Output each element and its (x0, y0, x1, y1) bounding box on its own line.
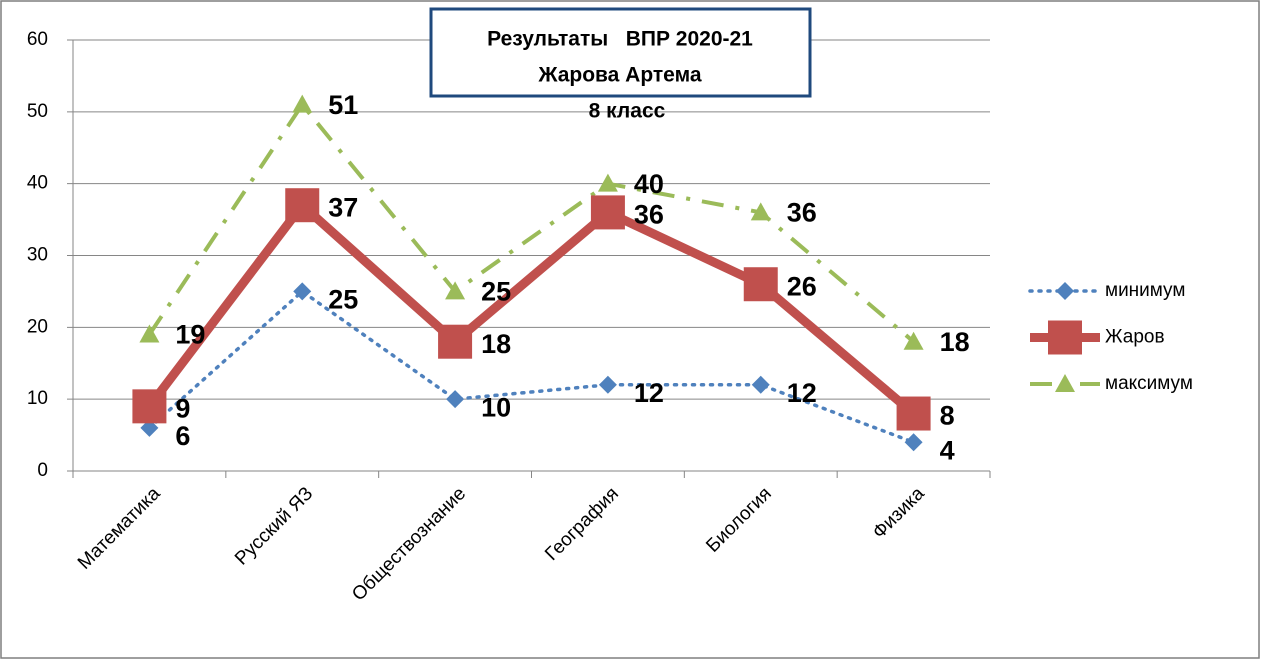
marker (1055, 374, 1075, 392)
marker (445, 281, 466, 300)
legend-label: максимум (1105, 373, 1193, 394)
marker (292, 94, 313, 113)
marker (904, 433, 923, 452)
marker (285, 188, 320, 223)
marker (1056, 282, 1074, 300)
marker (293, 282, 312, 301)
data-label: 51 (328, 90, 358, 120)
series-line (147, 102, 915, 344)
marker (597, 173, 618, 192)
chart-title: Результаты ВПР 2020-21 (487, 28, 753, 51)
marker (590, 195, 625, 230)
grid (67, 39, 991, 478)
data-label: 12 (634, 378, 664, 408)
marker (750, 202, 771, 221)
marker (751, 375, 770, 394)
marker (903, 331, 924, 350)
data-label: 25 (328, 285, 358, 315)
marker (446, 390, 465, 409)
data-label: 8 (940, 401, 955, 431)
legend-label: минимум (1105, 280, 1185, 301)
plot (132, 94, 931, 452)
y-tick-label: 40 (27, 173, 48, 194)
marker (743, 267, 778, 302)
legend-label: Жаров (1105, 327, 1165, 348)
marker (896, 396, 931, 431)
data-label: 10 (481, 392, 511, 422)
y-tick-label: 0 (37, 460, 48, 481)
marker (140, 418, 159, 437)
data-label: 40 (634, 169, 664, 199)
chart-title: Жарова Артема (537, 64, 701, 87)
y-tick-label: 20 (27, 316, 48, 337)
data-label: 18 (481, 329, 511, 359)
marker (132, 389, 167, 424)
data-label: 26 (787, 271, 817, 301)
data-label: 25 (481, 277, 511, 307)
data-label: 37 (328, 192, 358, 222)
y-tick-label: 60 (27, 29, 48, 50)
y-tick-label: 10 (27, 388, 48, 409)
data-label: 18 (940, 327, 970, 357)
y-tick-label: 30 (27, 245, 48, 266)
marker (1048, 320, 1082, 355)
data-label: 4 (940, 435, 955, 465)
data-label: 36 (634, 200, 664, 230)
data-label: 12 (787, 378, 817, 408)
data-label: 36 (787, 198, 817, 228)
marker (139, 324, 160, 343)
title-box (429, 7, 812, 98)
y-tick-label: 50 (27, 101, 48, 122)
marker (598, 375, 617, 394)
marker (438, 324, 473, 359)
data-label: 9 (175, 393, 190, 423)
data-label: 6 (175, 421, 190, 451)
series-line (145, 200, 917, 417)
data-label: 19 (175, 320, 205, 350)
series-line (147, 289, 916, 445)
chart-subtitle: 8 класс (589, 100, 666, 123)
